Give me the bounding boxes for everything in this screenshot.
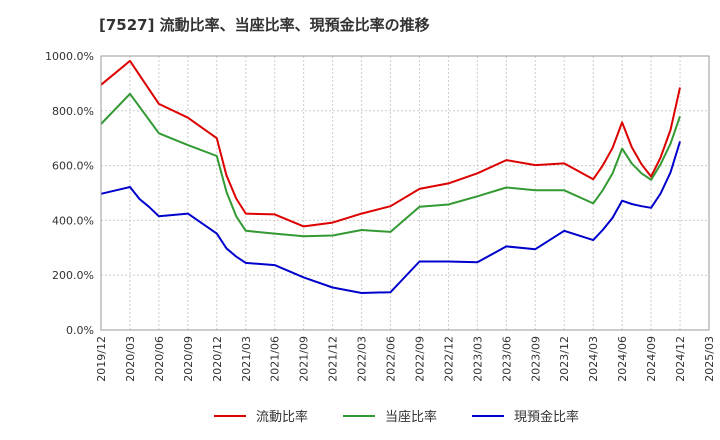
x-tick-label: 2020/09 (182, 336, 195, 382)
legend: 流動比率 当座比率 現預金比率 (214, 409, 579, 425)
y-tick-label: 200.0% (52, 269, 94, 282)
x-tick-label: 2021/06 (269, 336, 282, 382)
y-tick-label: 600.0% (52, 160, 94, 173)
x-tick-label: 2023/06 (500, 336, 513, 382)
x-tick-label: 2024/06 (616, 336, 629, 382)
legend-label: 当座比率 (385, 409, 437, 425)
x-tick-label: 2021/03 (240, 336, 253, 382)
x-tick-label: 2020/03 (124, 336, 137, 382)
x-tick-label: 2020/12 (211, 336, 224, 382)
x-tick-label: 2022/03 (356, 336, 369, 382)
x-tick-label: 2021/09 (298, 336, 311, 382)
y-tick-label: 0.0% (66, 324, 94, 337)
x-tick-label: 2023/09 (529, 336, 542, 382)
chart-title: [7527] 流動比率、当座比率、現預金比率の推移 (99, 16, 430, 34)
x-tick-label: 2022/12 (442, 336, 455, 382)
legend-label: 現預金比率 (514, 409, 579, 425)
series-line (100, 59, 681, 228)
x-tick-label: 2023/03 (471, 336, 484, 382)
x-tick-label: 2024/09 (645, 336, 658, 382)
x-tick-label: 2024/12 (674, 336, 687, 382)
grid-lines (100, 55, 710, 331)
series-lines (100, 59, 681, 294)
x-tick-label: 2023/12 (558, 336, 571, 382)
y-tick-label: 400.0% (52, 214, 94, 227)
x-tick-label: 2022/06 (385, 336, 398, 382)
x-tick-label: 2025/03 (703, 336, 716, 382)
x-tick-label: 2019/12 (95, 336, 108, 382)
legend-label: 流動比率 (256, 409, 308, 425)
series-line (100, 141, 681, 294)
x-tick-label: 2022/09 (413, 336, 426, 382)
x-tick-label: 2024/03 (587, 336, 600, 382)
x-tick-label: 2020/06 (153, 336, 166, 382)
x-tick-label: 2021/12 (327, 336, 340, 382)
x-axis: 2019/12 2020/03 2020/06 2020/09 2020/12 2021/… (95, 336, 716, 382)
y-axis: 0.0% 200.0% 400.0% 600.0% 800.0% 1000.0% (45, 50, 94, 337)
y-tick-label: 1000.0% (45, 50, 94, 63)
y-tick-label: 800.0% (52, 105, 94, 118)
plot-frame (100, 55, 710, 331)
series-line (100, 92, 681, 238)
